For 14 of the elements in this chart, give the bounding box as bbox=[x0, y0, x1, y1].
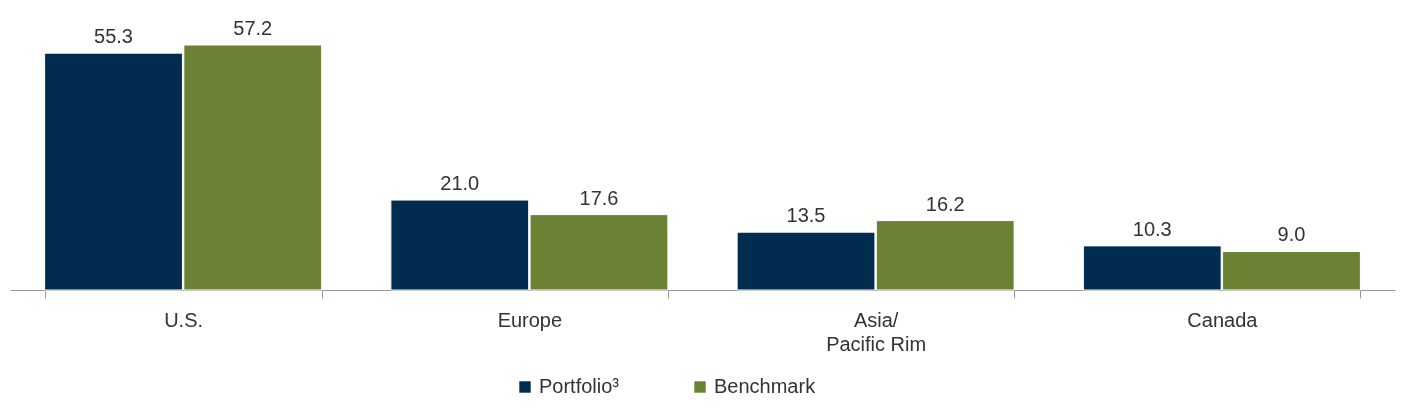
data-label: 55.3 bbox=[94, 25, 133, 48]
data-label: 57.2 bbox=[233, 17, 273, 39]
legend-label: Benchmark bbox=[714, 375, 817, 397]
legend-label: Portfolio³ bbox=[539, 375, 620, 397]
data-label: 13.5 bbox=[786, 204, 826, 227]
data-label: 21.0 bbox=[440, 172, 480, 195]
data-label: 17.6 bbox=[579, 186, 619, 209]
x-tick-label: Canada bbox=[1187, 308, 1259, 331]
data-label: 9.0 bbox=[1277, 223, 1306, 246]
data-label: 16.2 bbox=[925, 192, 965, 215]
data-label: 10.3 bbox=[1132, 217, 1172, 240]
x-tick-label: Asia/ Pacific Rim bbox=[826, 308, 927, 355]
x-tick-label: U.S. bbox=[164, 308, 204, 331]
x-tick-label: Europe bbox=[497, 308, 563, 331]
